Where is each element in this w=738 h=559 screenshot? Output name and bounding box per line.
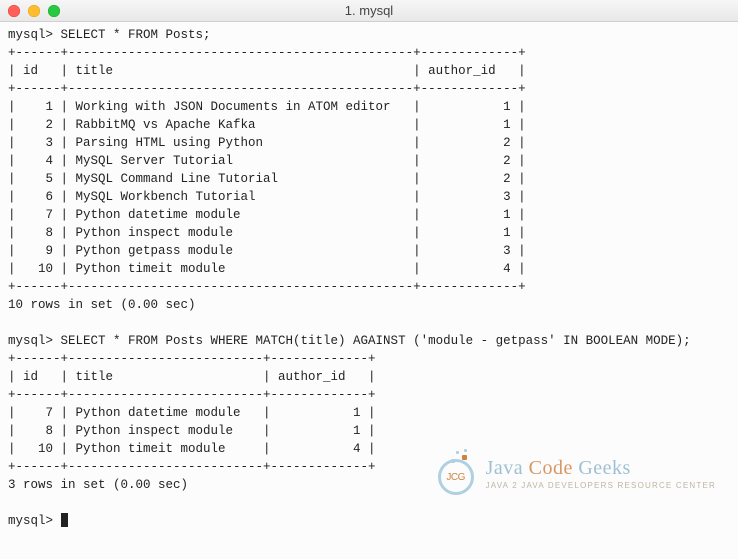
terminal-output: mysql> SELECT * FROM Posts; +------+----…	[0, 22, 738, 534]
cursor	[61, 513, 68, 527]
window-title: 1. mysql	[0, 3, 738, 18]
titlebar: 1. mysql	[0, 0, 738, 22]
